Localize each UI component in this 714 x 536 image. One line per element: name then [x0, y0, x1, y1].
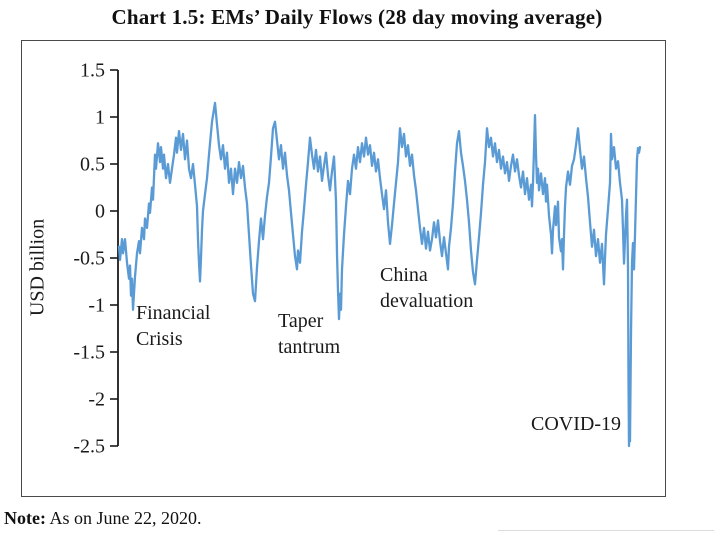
- note-text: As on June 22, 2020.: [45, 508, 202, 528]
- annotation-china-devaluation: China devaluation: [380, 262, 473, 314]
- note-label: Note:: [4, 508, 46, 528]
- annotation-financial-crisis: Financial Crisis: [136, 300, 210, 352]
- flows-line-chart: 1.5 1 0.5 0 -0.5 -1 -1.5 -2 -2.5: [73, 60, 642, 458]
- chart-title: Chart 1.5: EMs’ Daily Flows (28 day movi…: [111, 5, 603, 29]
- y-tick-label: -2.5: [73, 436, 105, 458]
- annotation-line: Financial: [136, 302, 211, 324]
- chart-plot-frame: 1.5 1 0.5 0 -0.5 -1 -1.5 -2 -2.5 USD billion Fin…: [21, 40, 666, 497]
- y-axis-label: USD billion: [26, 218, 49, 317]
- annotation-line: tantrum: [278, 336, 341, 358]
- y-tick-label: -1.5: [73, 342, 105, 364]
- y-tick-label: 1.5: [80, 60, 105, 82]
- page-edge-divider: [498, 530, 714, 531]
- annotation-line: China: [380, 264, 428, 286]
- y-tick-label: 0.5: [80, 154, 105, 176]
- y-tick-label: 1: [95, 107, 105, 129]
- annotation-taper-tantrum: Taper tantrum: [278, 308, 340, 360]
- annotation-line: COVID-19: [531, 413, 621, 435]
- flows-line-series: [117, 101, 642, 448]
- annotation-line: devaluation: [380, 290, 474, 312]
- chart-note: Note: As on June 22, 2020.: [4, 508, 202, 529]
- annotation-covid-19: COVID-19: [531, 411, 621, 437]
- y-tick-label: -0.5: [73, 248, 105, 270]
- y-tick-label: 0: [95, 201, 105, 223]
- y-tick-label: -2: [88, 389, 105, 411]
- annotation-line: Taper: [278, 310, 324, 332]
- annotation-line: Crisis: [136, 328, 183, 350]
- y-tick-label: -1: [88, 295, 105, 317]
